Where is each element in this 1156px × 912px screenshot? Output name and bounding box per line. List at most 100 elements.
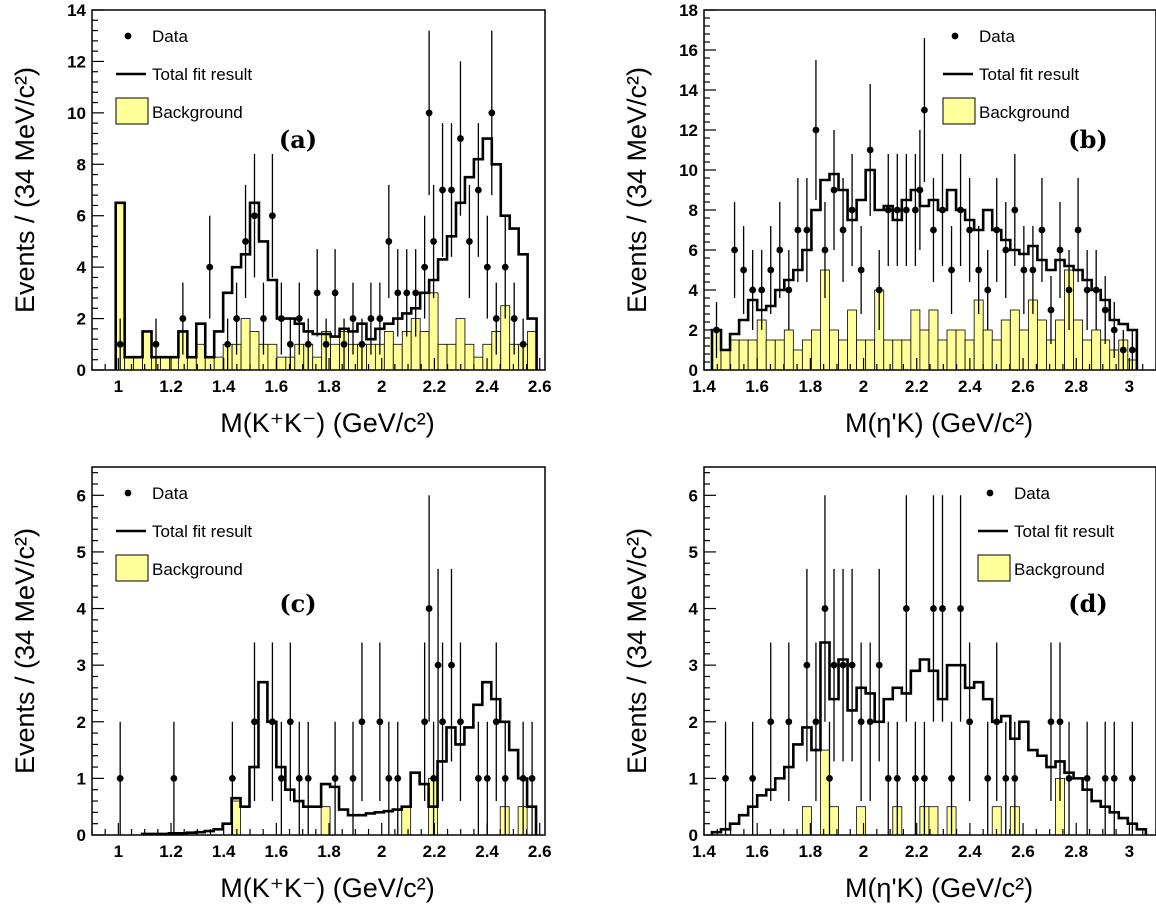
data-point (260, 315, 267, 322)
data-point (866, 718, 874, 726)
legend-background-label: Background (152, 560, 243, 579)
data-point (1110, 326, 1118, 334)
y-tick-label: 18 (679, 1, 698, 20)
x-axis-title: M(K⁺K⁻) (GeV/c²) (220, 408, 435, 438)
legend-background-swatch (115, 97, 149, 125)
background-bar (937, 339, 948, 371)
data-point (358, 718, 366, 726)
data-point (358, 340, 366, 348)
background-bar (276, 356, 287, 371)
x-tick-label: 1.4 (212, 842, 236, 861)
background-bar (928, 309, 939, 371)
background-bar (249, 331, 260, 371)
y-tick-label: 2 (77, 713, 86, 732)
legend-fit-label: Total fit result (152, 65, 252, 84)
data-point (206, 263, 214, 271)
data-point (966, 226, 974, 234)
y-tick-label: 0 (689, 361, 698, 380)
background-bar (160, 356, 170, 371)
x-tick-label: 1.2 (159, 842, 183, 861)
data-point (957, 605, 964, 612)
data-point (812, 718, 820, 726)
data-point (1011, 774, 1019, 782)
x-tick-label: 2.6 (1011, 842, 1035, 861)
background-bar (312, 356, 323, 371)
data-point (1047, 306, 1055, 314)
data-point (758, 286, 766, 294)
legend-data-label: Data (979, 27, 1015, 46)
background-bar (820, 749, 830, 836)
x-tick-label: 2.2 (423, 842, 447, 861)
background-bar (204, 356, 215, 371)
y-tick-label: 0 (77, 826, 86, 845)
y-tick-label: 10 (67, 104, 86, 123)
y-tick-label: 3 (77, 656, 86, 675)
background-bar (774, 339, 785, 371)
legend-data-marker (951, 32, 959, 40)
data-point (286, 340, 294, 348)
data-point (767, 718, 775, 726)
background-bar (847, 309, 858, 371)
data-point (170, 774, 178, 782)
x-tick-label: 3 (1125, 377, 1134, 396)
data-point (839, 226, 847, 234)
y-tick-label: 1 (689, 769, 698, 788)
background-bar (946, 329, 957, 371)
data-point (893, 206, 901, 214)
data-point (116, 774, 124, 782)
x-tick-label: 2.6 (528, 377, 552, 396)
data-point (939, 605, 946, 612)
data-point (528, 774, 536, 782)
data-point (911, 774, 919, 782)
x-tick-label: 2 (377, 842, 386, 861)
data-point (331, 289, 339, 297)
background-bar (1055, 319, 1065, 371)
background-bar (213, 356, 224, 371)
x-tick-label: 1.6 (745, 377, 769, 396)
x-tick-label: 1.8 (317, 377, 341, 396)
x-tick-label: 2.4 (958, 377, 982, 396)
background-bar (401, 331, 412, 371)
data-point (1065, 286, 1073, 294)
data-point (767, 266, 775, 274)
data-point (921, 106, 928, 114)
legend-fit-label: Total fit result (152, 522, 252, 541)
data-point (439, 186, 446, 194)
plot-frame (91, 9, 546, 371)
background-bar (383, 331, 394, 371)
data-point (403, 289, 411, 297)
background-bar (747, 339, 758, 371)
data-point (448, 661, 455, 669)
x-tick-label: 1.2 (159, 377, 183, 396)
data-point (421, 263, 429, 271)
y-tick-label: 4 (689, 281, 699, 300)
data-point (304, 774, 312, 782)
data-point (1056, 246, 1064, 254)
data-point (224, 340, 232, 348)
data-point (269, 212, 276, 220)
data-point (731, 246, 738, 254)
background-bar (856, 806, 867, 836)
data-point (875, 286, 883, 294)
data-point (1119, 346, 1127, 354)
background-bar (1009, 309, 1020, 371)
data-point (1101, 306, 1109, 314)
legend-background-swatch (115, 554, 149, 582)
data-point (425, 109, 433, 117)
legend-data-label: Data (152, 484, 188, 503)
background-bar (910, 309, 921, 371)
background-bar (455, 318, 466, 371)
x-tick-label: 1.6 (265, 842, 289, 861)
chart-panel: 0 1 2 3 4 5 6 1 1.2 1.4 1.6 1.8 2 2.2 2.4 2.6 M(K⁺K⁻) (G… (10, 466, 552, 903)
y-tick-label: 6 (77, 207, 86, 226)
data-point (1128, 346, 1136, 354)
data-point (830, 186, 838, 194)
data-point (510, 315, 518, 322)
y-tick-label: 2 (77, 310, 86, 329)
x-axis-title: M(η'K) (GeV/c²) (845, 408, 1033, 438)
data-point (501, 774, 509, 782)
data-point (812, 126, 820, 134)
x-axis-title: M(η'K) (GeV/c²) (845, 873, 1033, 903)
data-point (483, 774, 491, 782)
data-point (385, 238, 393, 245)
